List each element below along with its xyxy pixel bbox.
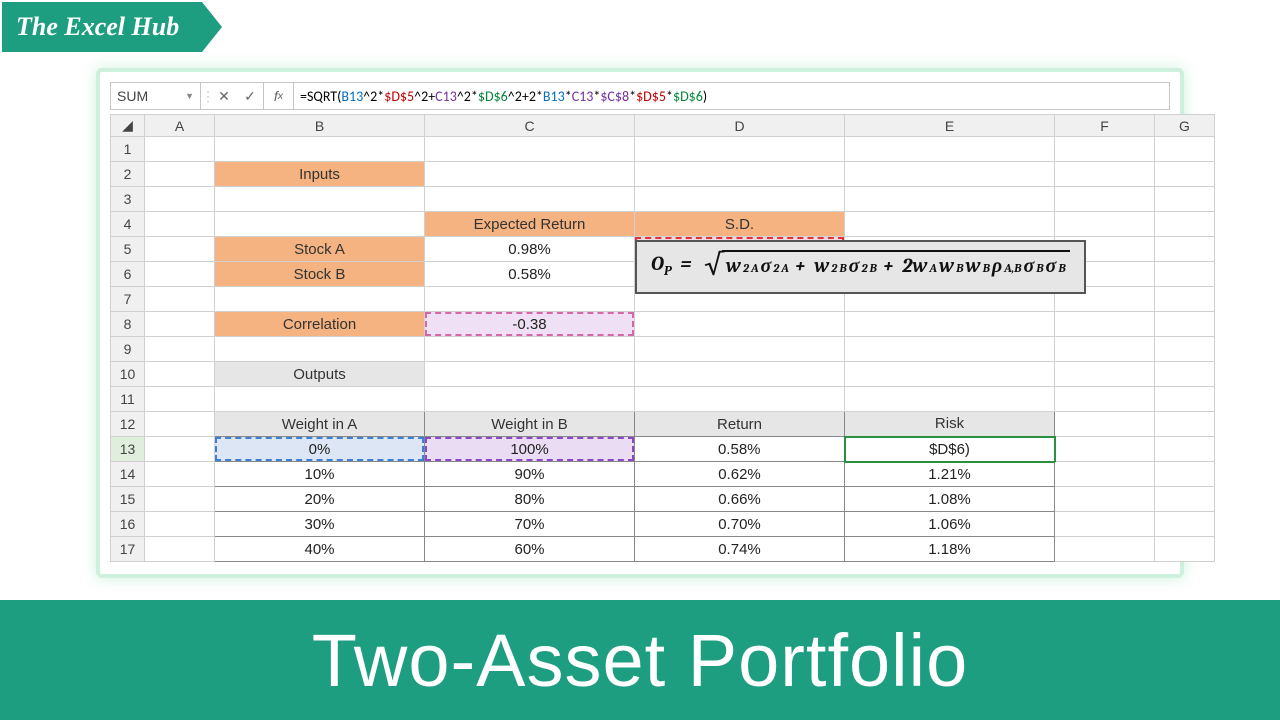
rowhdr-14[interactable]: 14 (111, 462, 145, 487)
row-11: 11 (111, 387, 1215, 412)
ret-b[interactable]: 0.58% (425, 262, 635, 287)
hdr-wB[interactable]: Weight in B (425, 412, 635, 437)
divider: ⋮ (201, 88, 211, 105)
cell-ret[interactable]: 0.70% (635, 512, 845, 537)
select-all-corner[interactable]: ◢ (111, 115, 145, 137)
hdr-risk[interactable]: Risk (845, 412, 1055, 437)
chevron-down-icon[interactable]: ▼ (185, 91, 194, 101)
col-B[interactable]: B (215, 115, 425, 137)
ret-a[interactable]: 0.98% (425, 237, 635, 262)
spreadsheet-grid[interactable]: ◢ A B C D E F G 12 Inputs 34 Expected Retur… (110, 114, 1215, 562)
fx-icon[interactable]: fx (264, 83, 294, 109)
cell-risk[interactable]: 1.18% (845, 537, 1055, 562)
cell-wA[interactable]: 0% (215, 437, 425, 462)
name-box-value: SUM (117, 88, 148, 104)
footer-band: Two-Asset Portfolio (0, 600, 1280, 720)
corr-val[interactable]: -0.38 (425, 312, 635, 337)
row-4: 4 Expected ReturnS.D. (111, 212, 1215, 237)
row-15: 15 20%80%0.66%1.08% (111, 487, 1215, 512)
rowhdr-13[interactable]: 13 (111, 437, 145, 462)
hdr-return[interactable]: Return (635, 412, 845, 437)
formula-input[interactable]: =SQRT(B13^2*$D$5^2+C13^2*$D$6^2+2*B13*C1… (294, 83, 1169, 109)
row-9: 9 (111, 337, 1215, 362)
row-17: 17 40%60%0.74%1.18% (111, 537, 1215, 562)
row-13: 13 0%100%0.58%$D$6) (111, 437, 1215, 462)
active-cell[interactable]: $D$6) (845, 437, 1055, 462)
col-F[interactable]: F (1055, 115, 1155, 137)
rowhdr-9[interactable]: 9 (111, 337, 145, 362)
row-14: 14 10%90%0.62%1.21% (111, 462, 1215, 487)
col-D[interactable]: D (635, 115, 845, 137)
hdr-sd[interactable]: S.D. (635, 212, 845, 237)
cell-wA[interactable]: 20% (215, 487, 425, 512)
col-G[interactable]: G (1155, 115, 1215, 137)
rowhdr-1[interactable]: 1 (111, 137, 145, 162)
row-3: 3 (111, 187, 1215, 212)
formula-radicand: w2Aσ2A + w2Bσ2B + 2wAwBwBρA,BσBσB (722, 250, 1070, 278)
cell-wA[interactable]: 40% (215, 537, 425, 562)
row-16: 16 30%70%0.70%1.06% (111, 512, 1215, 537)
cell-ret[interactable]: 0.58% (635, 437, 845, 462)
rowhdr-3[interactable]: 3 (111, 187, 145, 212)
cell-wA[interactable]: 10% (215, 462, 425, 487)
rowhdr-16[interactable]: 16 (111, 512, 145, 537)
cell-wB[interactable]: 70% (425, 512, 635, 537)
cell-ret[interactable]: 0.74% (635, 537, 845, 562)
formula-buttons: ⋮ ✕ ✓ (201, 83, 264, 109)
cancel-icon[interactable]: ✕ (211, 88, 237, 105)
stock-b-label[interactable]: Stock B (215, 262, 425, 287)
rowhdr-4[interactable]: 4 (111, 212, 145, 237)
column-header-row: ◢ A B C D E F G (111, 115, 1215, 137)
cell-risk[interactable]: 1.21% (845, 462, 1055, 487)
rowhdr-7[interactable]: 7 (111, 287, 145, 312)
row-8: 8 Correlation-0.38 (111, 312, 1215, 337)
hdr-wA[interactable]: Weight in A (215, 412, 425, 437)
cell-wB[interactable]: 60% (425, 537, 635, 562)
col-A[interactable]: A (145, 115, 215, 137)
rowhdr-17[interactable]: 17 (111, 537, 145, 562)
rowhdr-5[interactable]: 5 (111, 237, 145, 262)
formula-lhs: OP = (651, 252, 696, 279)
brand-ribbon: The Excel Hub (2, 2, 222, 52)
cell-risk[interactable]: 1.08% (845, 487, 1055, 512)
cell-risk[interactable]: 1.06% (845, 512, 1055, 537)
rowhdr-2[interactable]: 2 (111, 162, 145, 187)
row-12: 12 Weight in AWeight in BReturnRisk (111, 412, 1215, 437)
rowhdr-12[interactable]: 12 (111, 412, 145, 437)
inputs-label[interactable]: Inputs (215, 162, 425, 187)
row-1: 1 (111, 137, 1215, 162)
rowhdr-15[interactable]: 15 (111, 487, 145, 512)
col-E[interactable]: E (845, 115, 1055, 137)
cell-wA[interactable]: 30% (215, 512, 425, 537)
footer-title: Two-Asset Portfolio (312, 618, 968, 703)
name-box[interactable]: SUM ▼ (111, 83, 201, 109)
stock-a-label[interactable]: Stock A (215, 237, 425, 262)
spreadsheet-panel: SUM ▼ ⋮ ✕ ✓ fx =SQRT(B13^2*$D$5^2+C13^2*… (96, 68, 1184, 578)
cell-ret[interactable]: 0.62% (635, 462, 845, 487)
cell-wB[interactable]: 80% (425, 487, 635, 512)
confirm-icon[interactable]: ✓ (237, 88, 263, 105)
cell-wB[interactable]: 90% (425, 462, 635, 487)
row-2: 2 Inputs (111, 162, 1215, 187)
formula-bar: SUM ▼ ⋮ ✕ ✓ fx =SQRT(B13^2*$D$5^2+C13^2*… (110, 82, 1170, 110)
rowhdr-11[interactable]: 11 (111, 387, 145, 412)
rowhdr-10[interactable]: 10 (111, 362, 145, 387)
cell-ret[interactable]: 0.66% (635, 487, 845, 512)
radical-icon: √ w2Aσ2A + w2Bσ2B + 2wAwBwBρA,BσBσB (704, 250, 1070, 280)
corr-label[interactable]: Correlation (215, 312, 425, 337)
formula-overlay: OP = √ w2Aσ2A + w2Bσ2B + 2wAwBwBρA,BσBσB (635, 240, 1086, 294)
outputs-label[interactable]: Outputs (215, 362, 425, 387)
row-10: 10 Outputs (111, 362, 1215, 387)
brand-title: The Excel Hub (16, 12, 179, 42)
cell-wB[interactable]: 100% (425, 437, 635, 462)
rowhdr-6[interactable]: 6 (111, 262, 145, 287)
col-C[interactable]: C (425, 115, 635, 137)
rowhdr-8[interactable]: 8 (111, 312, 145, 337)
hdr-expected[interactable]: Expected Return (425, 212, 635, 237)
